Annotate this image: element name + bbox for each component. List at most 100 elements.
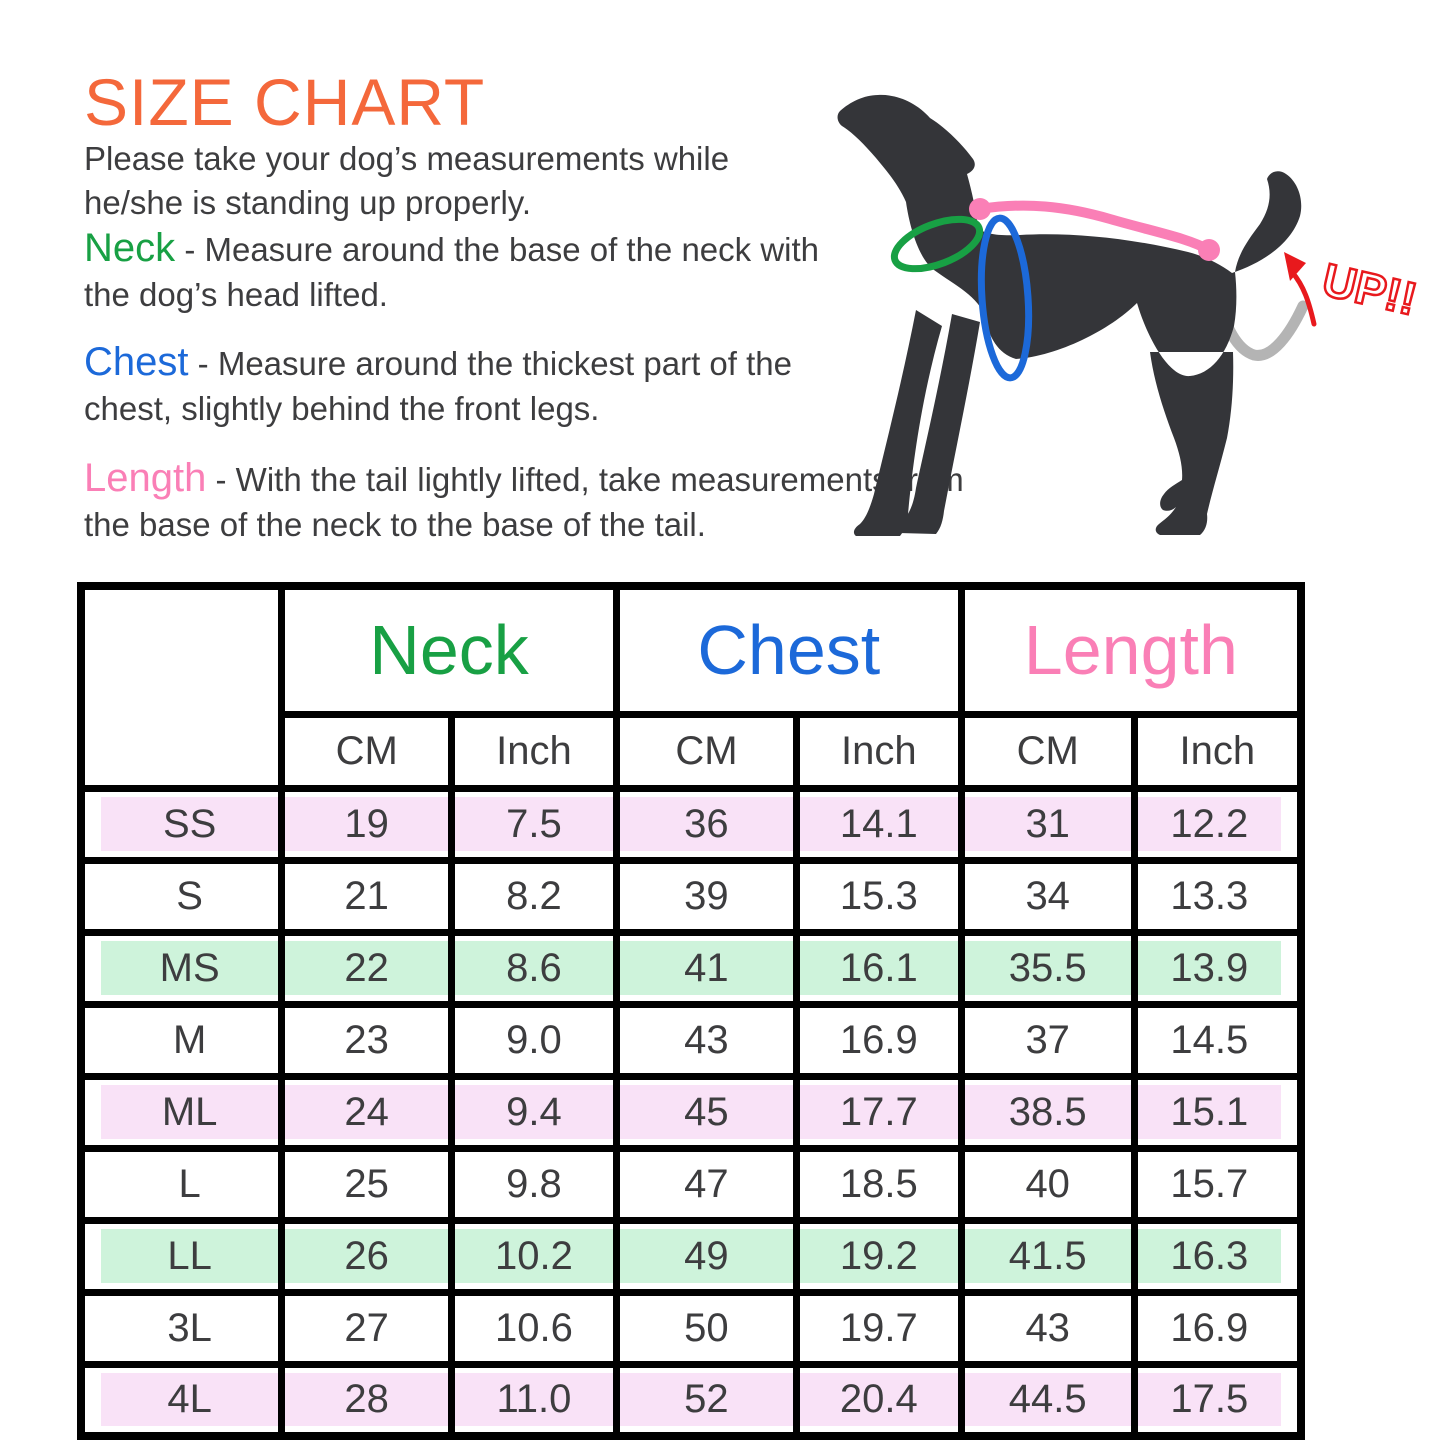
table-row: SS 19 7.5 36 14.1 31 12.2	[77, 784, 1305, 864]
up-label: UP!!	[1318, 253, 1422, 325]
chest-description: - Measure around the thickest part of th…	[84, 345, 792, 427]
size-cell: 3L	[77, 1288, 286, 1368]
table-cell: 14.1	[793, 784, 965, 864]
table-row: 3L 27 10.6 50 19.7 43 16.9	[77, 1288, 1305, 1368]
table-cell: 39	[612, 856, 801, 936]
length-measure-line	[975, 200, 1214, 255]
size-cell: 4L	[77, 1360, 286, 1440]
measure-note-length: Length - With the tail lightly lifted, t…	[84, 452, 994, 547]
table-cell: 36	[612, 784, 801, 864]
unit-header-cm: CM	[278, 710, 456, 792]
table-cell: 9.4	[448, 1072, 620, 1152]
table-cell: 21	[278, 856, 456, 936]
table-cell: 16.9	[793, 1000, 965, 1080]
table-row: ML 24 9.4 45 17.7 38.5 15.1	[77, 1072, 1305, 1152]
measure-note-neck: Neck - Measure around the base of the ne…	[84, 222, 824, 317]
unit-header-cm: CM	[612, 710, 801, 792]
table-cell: 17.7	[793, 1072, 965, 1152]
chest-term: Chest	[84, 340, 189, 384]
table-cell: 47	[612, 1144, 801, 1224]
table-cell: 10.2	[448, 1216, 620, 1296]
size-cell: ML	[77, 1072, 286, 1152]
table-cell: 43	[957, 1288, 1138, 1368]
table-cell: 14.5	[1130, 1000, 1305, 1080]
table-cell: 31	[957, 784, 1138, 864]
table-cell: 15.3	[793, 856, 965, 936]
size-cell: L	[77, 1144, 286, 1224]
table-unit-header-row: CM Inch CM Inch CM Inch	[81, 710, 1305, 792]
chest-group-header: Chest	[612, 582, 965, 718]
dog-measurement-diagram: UP!!	[820, 82, 1445, 562]
length-endpoint-dot-front	[969, 198, 991, 220]
table-cell: 44.5	[957, 1360, 1138, 1440]
table-cell: 49	[612, 1216, 801, 1296]
table-cell: 9.8	[448, 1144, 620, 1224]
table-cell: 13.3	[1130, 856, 1305, 936]
size-table: Neck Chest Length CM Inch CM Inch CM Inc…	[77, 582, 1305, 1440]
table-cell: 10.6	[448, 1288, 620, 1368]
size-cell: SS	[77, 784, 286, 864]
table-cell: 16.9	[1130, 1288, 1305, 1368]
table-cell: 12.2	[1130, 784, 1305, 864]
table-row: 4L 28 11.0 52 20.4 44.5 17.5	[77, 1360, 1305, 1440]
table-row: MS 22 8.6 41 16.1 35.5 13.9	[77, 928, 1305, 1008]
unit-header-inch: Inch	[448, 710, 620, 792]
table-cell: 34	[957, 856, 1138, 936]
table-cell: 11.0	[448, 1360, 620, 1440]
table-cell: 41.5	[957, 1216, 1138, 1296]
table-cell: 19.7	[793, 1288, 965, 1368]
table-row: L 25 9.8 47 18.5 40 15.7	[77, 1144, 1305, 1224]
table-cell: 28	[278, 1360, 456, 1440]
chest-measure-ellipse	[977, 214, 1033, 382]
table-cell: 23	[278, 1000, 456, 1080]
length-endpoint-dot-rear	[1198, 239, 1220, 261]
table-cell: 22	[278, 928, 456, 1008]
size-cell: LL	[77, 1216, 286, 1296]
table-cell: 9.0	[448, 1000, 620, 1080]
table-cell: 26	[278, 1216, 456, 1296]
unit-header-cm: CM	[957, 710, 1138, 792]
table-cell: 45	[612, 1072, 801, 1152]
table-cell: 27	[278, 1288, 456, 1368]
table-cell: 52	[612, 1360, 801, 1440]
table-cell: 40	[957, 1144, 1138, 1224]
table-cell: 7.5	[448, 784, 620, 864]
neck-term: Neck	[84, 226, 176, 270]
size-cell: S	[77, 856, 286, 936]
unit-header-inch: Inch	[1130, 710, 1305, 792]
length-description: - With the tail lightly lifted, take mea…	[84, 461, 964, 543]
length-group-header: Length	[957, 582, 1305, 718]
table-cell: 50	[612, 1288, 801, 1368]
measure-note-chest: Chest - Measure around the thickest part…	[84, 336, 834, 431]
table-cell: 19.2	[793, 1216, 965, 1296]
dog-diagram-svg: UP!!	[837, 94, 1423, 536]
table-group-header-row: Neck Chest Length	[77, 582, 1305, 792]
table-cell: 15.1	[1130, 1072, 1305, 1152]
size-cell: M	[77, 1000, 286, 1080]
table-cell: 38.5	[957, 1072, 1138, 1152]
length-term: Length	[84, 456, 207, 500]
table-row: S 21 8.2 39 15.3 34 13.3	[77, 856, 1305, 936]
table-cell: 43	[612, 1000, 801, 1080]
table-cell: 25	[278, 1144, 456, 1224]
table-corner-cell	[77, 582, 286, 792]
table-cell: 41	[612, 928, 801, 1008]
table-cell: 18.5	[793, 1144, 965, 1224]
neck-measure-ellipse	[890, 215, 984, 273]
table-cell: 8.2	[448, 856, 620, 936]
table-cell: 16.3	[1130, 1216, 1305, 1296]
page-title: SIZE CHART	[84, 65, 486, 140]
intro-text: Please take your dog’s measurements whil…	[84, 140, 730, 221]
table-row: LL 26 10.2 49 19.2 41.5 16.3	[77, 1216, 1305, 1296]
unit-header-inch: Inch	[793, 710, 965, 792]
table-cell: 20.4	[793, 1360, 965, 1440]
table-cell: 37	[957, 1000, 1138, 1080]
up-arrow-head	[1284, 252, 1306, 281]
size-cell: MS	[77, 928, 286, 1008]
neck-group-header: Neck	[278, 582, 620, 718]
table-cell: 16.1	[793, 928, 965, 1008]
table-cell: 13.9	[1130, 928, 1305, 1008]
table-cell: 15.7	[1130, 1144, 1305, 1224]
table-cell: 17.5	[1130, 1360, 1305, 1440]
table-cell: 8.6	[448, 928, 620, 1008]
